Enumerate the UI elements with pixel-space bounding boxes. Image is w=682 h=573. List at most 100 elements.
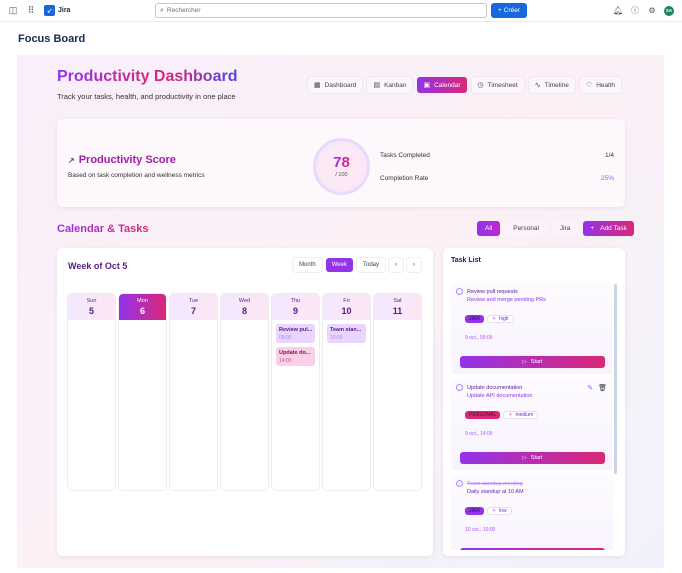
priority-badge: ✧ high — [486, 315, 514, 323]
day-column-mon[interactable]: Mon 6 — [119, 294, 166, 490]
week-days: Sun 5 Mon 6 Tue 7 Wed 8 Thu 9 Review pul... 09… — [68, 294, 421, 490]
filter-personal-button[interactable]: Personal — [505, 221, 547, 236]
task-list: Review pull requests Review and merge pe… — [451, 282, 617, 550]
priority-label: low — [499, 508, 507, 514]
top-navigation-bar: ◫ ⠿ ➶ Jira ⌕ Rechercher + Créer 🔔︎ ⓘ ⚙ S… — [0, 0, 682, 22]
priority-label: high — [499, 316, 509, 322]
search-placeholder: Rechercher — [166, 7, 201, 14]
avatar[interactable]: SA — [664, 5, 674, 16]
settings-gear-icon[interactable]: ⚙ — [648, 6, 656, 15]
tab-label: Dashboard — [324, 81, 357, 89]
tab-timesheet[interactable]: ◷ Timesheet — [471, 77, 524, 93]
day-column-sat[interactable]: Sat 11 — [374, 294, 421, 490]
event-time: 10:00 — [330, 335, 343, 341]
add-task-label: Add Task — [600, 225, 627, 232]
calendar-icon: ▣ — [423, 82, 431, 89]
day-number: 5 — [88, 306, 94, 316]
sidebar-toggle-icon[interactable]: ◫ — [8, 5, 18, 15]
task-checkbox[interactable] — [456, 384, 463, 391]
day-header: Tue 7 — [170, 294, 217, 320]
tab-label: Kanban — [384, 81, 407, 89]
day-column-sun[interactable]: Sun 5 — [68, 294, 115, 490]
day-name: Sun — [86, 298, 97, 304]
next-week-button[interactable]: › — [407, 258, 421, 272]
task-checkbox-checked[interactable]: ✓ — [456, 480, 463, 487]
priority-badge: ✧ low — [486, 507, 512, 515]
task-checkbox[interactable] — [456, 288, 463, 295]
day-header: Sun 5 — [68, 294, 115, 320]
view-today-button[interactable]: Today — [356, 258, 385, 272]
calendar-card: Week of Oct 5 Month Week Today ‹ › Sun 5 … — [57, 248, 433, 556]
task-item: Update documentation ✎ 🗑︎ Update API docu… — [451, 378, 613, 470]
calendar-event[interactable]: Update do... 14:00 — [276, 347, 315, 366]
score-max: / 100 — [335, 172, 348, 178]
search-input[interactable]: ⌕ Rechercher — [155, 3, 487, 18]
delete-trash-icon[interactable]: 🗑︎ — [598, 385, 607, 392]
pulse-icon: ∿ — [534, 82, 541, 89]
task-date: 10 oct., 10:00 — [465, 527, 496, 533]
task-list-scrollbar[interactable] — [614, 284, 617, 474]
start-task-button[interactable]: ▷Start — [460, 548, 605, 550]
event-time: 14:00 — [279, 358, 292, 364]
sparkle-icon: ✧ — [508, 412, 513, 418]
event-title: Team stan... — [330, 327, 362, 333]
add-task-button[interactable]: + Add Task — [583, 221, 634, 236]
grid-icon: ▦ — [314, 82, 321, 89]
create-button[interactable]: + Créer — [491, 3, 527, 18]
day-name: Mon — [137, 298, 148, 304]
task-date: 9 oct., 14:00 — [465, 431, 493, 437]
app-switcher-icon[interactable]: ⠿ — [27, 5, 35, 15]
tab-health[interactable]: ♡ Health — [579, 77, 621, 93]
calendar-view-switcher: Month Week Today ‹ › — [293, 258, 421, 272]
day-name: Thu — [290, 298, 301, 304]
start-task-button[interactable]: ▷Start — [460, 452, 605, 464]
task-name: Team standup meeting — [467, 480, 523, 487]
day-column-fri[interactable]: Fri 10 Team stan... 10:00 — [323, 294, 370, 490]
filter-jira-button[interactable]: Jira — [551, 221, 579, 236]
tab-calendar[interactable]: ▣ Calendar — [417, 77, 467, 93]
tab-dashboard[interactable]: ▦ Dashboard — [308, 77, 363, 93]
day-number: 7 — [190, 306, 196, 316]
productivity-score-card: ↗ Productivity Score Based on task compl… — [57, 119, 625, 207]
sparkle-icon: ✧ — [491, 508, 497, 514]
day-number: 10 — [341, 306, 352, 316]
filter-all-button[interactable]: All — [477, 221, 501, 236]
day-number: 8 — [241, 306, 247, 316]
play-icon: ▷ — [522, 359, 527, 365]
week-title: Week of Oct 5 — [68, 261, 128, 271]
task-name: Update documentation — [467, 384, 523, 391]
heart-icon: ♡ — [585, 82, 593, 89]
day-header: Sat 11 — [374, 294, 421, 320]
prev-week-button[interactable]: ‹ — [389, 258, 403, 272]
edit-pencil-icon[interactable]: ✎ — [587, 385, 594, 392]
task-list-title: Task List — [451, 257, 481, 264]
priority-badge: ✧ medium — [503, 411, 539, 419]
help-icon[interactable]: ⓘ — [631, 6, 639, 15]
score-subtitle: Based on task completion and wellness me… — [68, 172, 205, 179]
notifications-bell-icon[interactable]: 🔔︎ — [613, 6, 624, 15]
day-number: 11 — [392, 306, 403, 316]
score-circle: 78 / 100 — [313, 138, 370, 195]
jira-logo-icon[interactable]: ➶ — [44, 5, 55, 16]
day-column-wed[interactable]: Wed 8 — [221, 294, 268, 490]
view-week-button[interactable]: Week — [325, 258, 353, 272]
start-task-button[interactable]: ▷Start — [460, 356, 605, 368]
score-title-text: Productivity Score — [78, 154, 176, 166]
tab-kanban[interactable]: ▤ Kanban — [367, 77, 413, 93]
day-name: Fri — [343, 298, 350, 304]
task-name: Review pull requests — [467, 288, 518, 295]
calendar-event[interactable]: Team stan... 10:00 — [327, 324, 366, 343]
day-column-tue[interactable]: Tue 7 — [170, 294, 217, 490]
task-date: 9 oct., 09:00 — [465, 335, 493, 341]
view-month-button[interactable]: Month — [293, 258, 322, 272]
tab-timeline[interactable]: ∿ Timeline — [528, 77, 575, 93]
day-number: 6 — [139, 306, 145, 316]
calendar-event[interactable]: Review pul... 09:00 — [276, 324, 315, 343]
event-time: 09:00 — [279, 335, 292, 341]
task-list-card: Task List Review pull requests Review an… — [443, 248, 625, 556]
day-column-thu[interactable]: Thu 9 Review pul... 09:00 Update do... 14:0… — [272, 294, 319, 490]
tab-label: Timeline — [544, 81, 569, 89]
app-name[interactable]: Jira — [58, 7, 71, 14]
dashboard-title: Productivity Dashboard — [57, 68, 238, 85]
calendar-section-title: Calendar & Tasks — [57, 223, 149, 235]
